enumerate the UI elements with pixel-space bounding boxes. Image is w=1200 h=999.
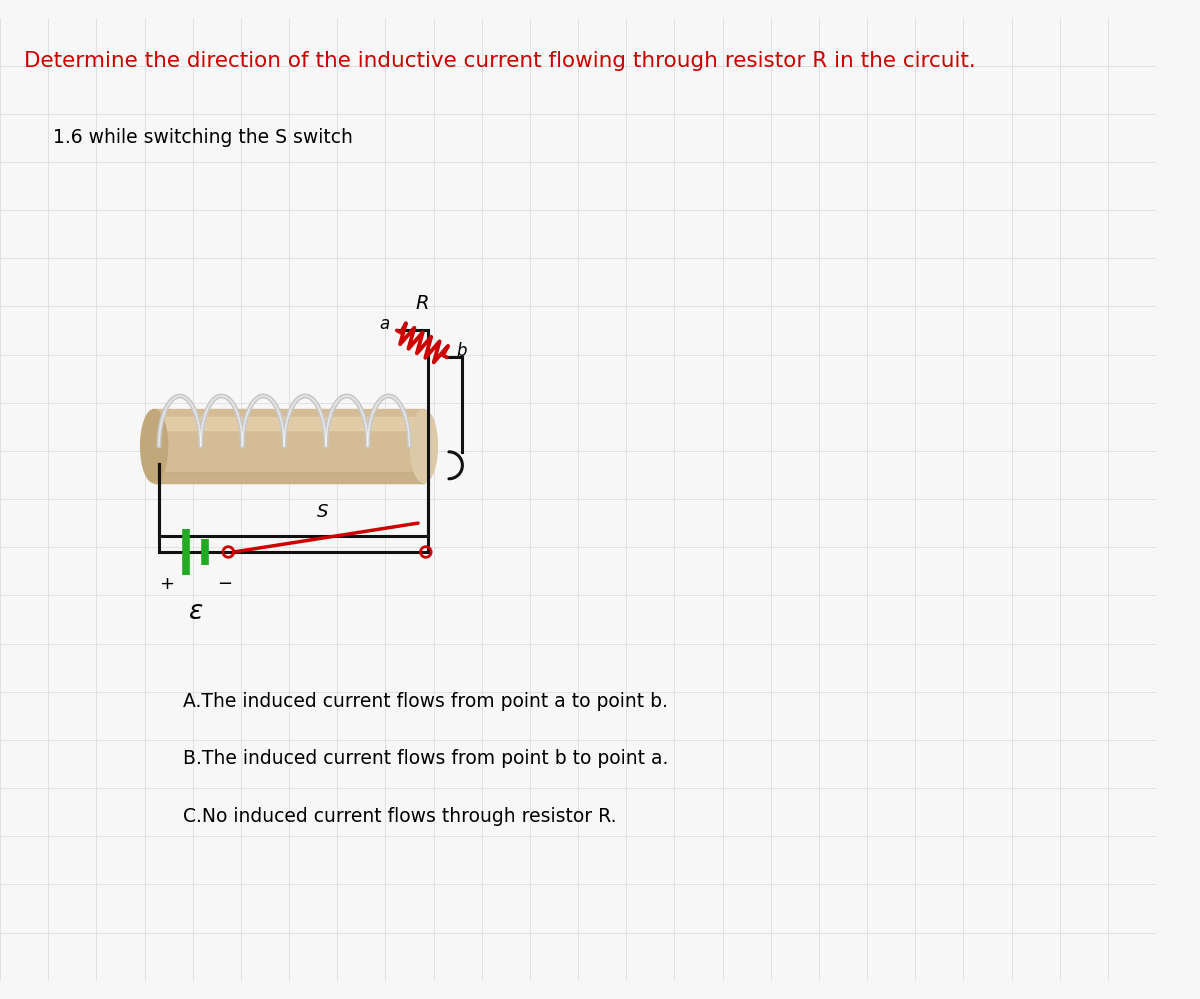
Text: B.The induced current flows from point b to point a.: B.The induced current flows from point b…: [184, 749, 668, 768]
Text: Determine the direction of the inductive current flowing through resistor R in t: Determine the direction of the inductive…: [24, 51, 976, 71]
Text: −: −: [217, 574, 232, 592]
Text: A.The induced current flows from point a to point b.: A.The induced current flows from point a…: [184, 691, 668, 710]
Text: $\varepsilon$: $\varepsilon$: [188, 598, 203, 624]
Text: R: R: [415, 294, 428, 313]
Text: C.No induced current flows through resistor R.: C.No induced current flows through resis…: [184, 807, 617, 826]
Bar: [154, 410, 424, 483]
Text: S: S: [317, 502, 328, 520]
Ellipse shape: [410, 410, 437, 483]
Text: a: a: [379, 315, 390, 333]
Text: b: b: [456, 342, 467, 360]
Text: 1.6 while switching the S switch: 1.6 while switching the S switch: [53, 128, 353, 147]
Bar: [154, 472, 424, 483]
Bar: [154, 417, 424, 430]
Text: +: +: [160, 574, 174, 592]
Ellipse shape: [140, 410, 168, 483]
